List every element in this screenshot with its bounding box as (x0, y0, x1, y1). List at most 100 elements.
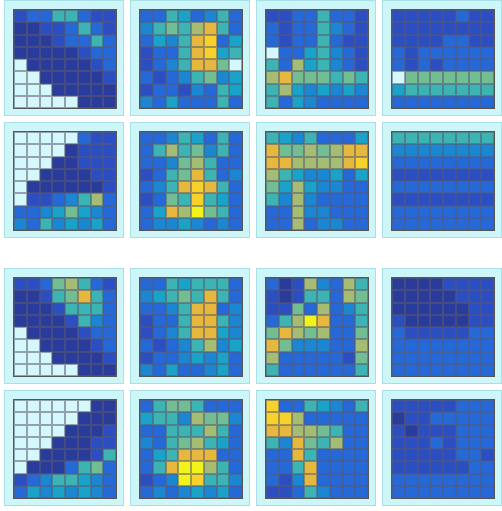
heatmap-cell (278, 339, 292, 352)
heatmap-cell (140, 351, 153, 364)
heatmap-cell (229, 71, 242, 84)
heatmap-cell (229, 83, 242, 96)
heatmap-cell (178, 436, 191, 449)
heatmap-cell (140, 46, 153, 59)
heatmap-cell (14, 363, 27, 376)
heatmap-cell (342, 168, 356, 181)
heatmap-cell (65, 302, 78, 315)
heatmap-cell (77, 412, 91, 425)
heatmap-cell (404, 10, 418, 23)
heatmap-cell (103, 436, 116, 449)
heatmap-cell (278, 181, 292, 194)
heatmap-cell (417, 217, 431, 230)
heatmap-cell (14, 278, 27, 291)
heatmap-cell (103, 22, 116, 35)
heatmap-cell (417, 400, 431, 413)
heatmap-cell (417, 22, 431, 35)
heatmap-cell (417, 46, 431, 59)
heatmap-cell (26, 217, 40, 230)
heatmap-cell (178, 461, 191, 474)
heatmap-cell (417, 327, 431, 340)
heatmap-cell (152, 22, 166, 35)
heatmap-cell (317, 473, 330, 486)
heatmap-cell (417, 314, 431, 327)
heatmap-cell (65, 327, 78, 340)
heatmap-cell (152, 34, 166, 47)
heatmap-cell (355, 71, 368, 84)
heatmap-cell (317, 144, 330, 157)
heatmap-cell (26, 290, 40, 303)
heatmap-cell (216, 205, 230, 218)
heatmap-cell (90, 424, 104, 437)
heatmap-cell (455, 290, 469, 303)
heatmap-cell (392, 46, 405, 59)
heatmap-cell (455, 485, 469, 498)
heatmap-panel (382, 390, 502, 506)
heatmap-cell (103, 132, 116, 145)
heatmap-cell (229, 436, 242, 449)
heatmap-cell (455, 278, 469, 291)
heatmap-cell (229, 363, 242, 376)
heatmap-cell (216, 156, 230, 169)
heatmap-cell (481, 59, 494, 72)
heatmap-cell (455, 46, 469, 59)
heatmap-cell (392, 290, 405, 303)
heatmap-cell (266, 400, 279, 413)
heatmap-cell (152, 351, 166, 364)
heatmap-cell (216, 34, 230, 47)
heatmap-cell (392, 424, 405, 437)
heatmap-cell (103, 473, 116, 486)
heatmap-cell (39, 95, 53, 108)
heatmap-cell (52, 424, 65, 437)
heatmap-cell (77, 449, 91, 462)
heatmap-cell (455, 193, 469, 206)
heatmap-cell (191, 10, 204, 23)
heatmap-cell (90, 95, 104, 108)
heatmap-cell (329, 10, 343, 23)
heatmap-cell (342, 400, 356, 413)
heatmap-cell (203, 34, 217, 47)
heatmap-cell (342, 22, 356, 35)
heatmap-cell (430, 351, 443, 364)
heatmap-cell (468, 473, 482, 486)
heatmap-cell (52, 156, 65, 169)
heatmap-panel (130, 268, 250, 384)
heatmap-cell (77, 327, 91, 340)
heatmap-cell (278, 34, 292, 47)
heatmap-cell (443, 46, 456, 59)
heatmap-cell (77, 168, 91, 181)
heatmap-cell (191, 132, 204, 145)
heatmap-cell (404, 424, 418, 437)
heatmap-cell (278, 168, 292, 181)
heatmap-cell (90, 168, 104, 181)
heatmap-cell (39, 132, 53, 145)
heatmap-cell (404, 302, 418, 315)
heatmap-cell (430, 339, 443, 352)
heatmap-cell (355, 290, 368, 303)
heatmap-cell (455, 461, 469, 474)
heatmap-panel (130, 0, 250, 116)
heatmap-cell (229, 168, 242, 181)
heatmap-cell (417, 144, 431, 157)
heatmap-cell (77, 485, 91, 498)
heatmap-cell (191, 412, 204, 425)
heatmap-cell (90, 181, 104, 194)
heatmap-cell (291, 449, 305, 462)
heatmap-cell (77, 473, 91, 486)
heatmap-cell (455, 59, 469, 72)
heatmap-cell (178, 400, 191, 413)
heatmap-cell (216, 181, 230, 194)
heatmap-cell (216, 217, 230, 230)
heatmap-cell (165, 302, 179, 315)
heatmap-cell (417, 351, 431, 364)
heatmap-cell (304, 95, 317, 108)
heatmap-cell (65, 168, 78, 181)
heatmap-cell (26, 473, 40, 486)
heatmap-cell (178, 71, 191, 84)
heatmap-cell (216, 412, 230, 425)
heatmap-cell (65, 59, 78, 72)
heatmap-cell (140, 473, 153, 486)
heatmap-cell (455, 168, 469, 181)
heatmap-cell (304, 449, 317, 462)
heatmap-panel (130, 122, 250, 238)
